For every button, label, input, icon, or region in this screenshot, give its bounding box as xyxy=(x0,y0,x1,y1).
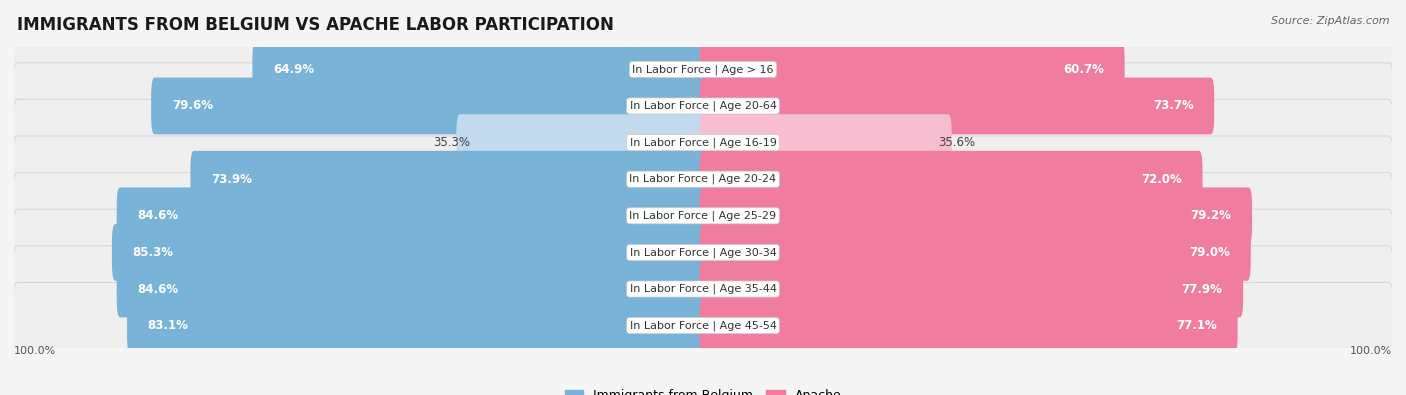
FancyBboxPatch shape xyxy=(13,136,1393,222)
Text: 35.3%: 35.3% xyxy=(433,136,470,149)
FancyBboxPatch shape xyxy=(700,114,952,171)
Text: 79.2%: 79.2% xyxy=(1191,209,1232,222)
Text: In Labor Force | Age 45-54: In Labor Force | Age 45-54 xyxy=(630,320,776,331)
Text: 79.6%: 79.6% xyxy=(172,100,212,113)
FancyBboxPatch shape xyxy=(117,188,706,244)
FancyBboxPatch shape xyxy=(127,297,706,354)
Text: 77.1%: 77.1% xyxy=(1177,319,1218,332)
Text: 84.6%: 84.6% xyxy=(138,209,179,222)
FancyBboxPatch shape xyxy=(253,41,706,98)
Text: In Labor Force | Age > 16: In Labor Force | Age > 16 xyxy=(633,64,773,75)
FancyBboxPatch shape xyxy=(13,282,1393,369)
Text: 83.1%: 83.1% xyxy=(148,319,188,332)
Text: In Labor Force | Age 30-34: In Labor Force | Age 30-34 xyxy=(630,247,776,258)
Text: 72.0%: 72.0% xyxy=(1142,173,1182,186)
Text: In Labor Force | Age 20-64: In Labor Force | Age 20-64 xyxy=(630,101,776,111)
FancyBboxPatch shape xyxy=(700,188,1253,244)
Text: 35.6%: 35.6% xyxy=(938,136,974,149)
Text: 84.6%: 84.6% xyxy=(138,282,179,295)
FancyBboxPatch shape xyxy=(117,261,706,318)
Text: 79.0%: 79.0% xyxy=(1189,246,1230,259)
FancyBboxPatch shape xyxy=(13,63,1393,149)
FancyBboxPatch shape xyxy=(190,151,706,207)
FancyBboxPatch shape xyxy=(13,209,1393,295)
FancyBboxPatch shape xyxy=(13,246,1393,332)
Text: In Labor Force | Age 35-44: In Labor Force | Age 35-44 xyxy=(630,284,776,294)
Text: In Labor Force | Age 20-24: In Labor Force | Age 20-24 xyxy=(630,174,776,184)
FancyBboxPatch shape xyxy=(700,261,1243,318)
Text: 85.3%: 85.3% xyxy=(132,246,173,259)
FancyBboxPatch shape xyxy=(700,151,1202,207)
Text: 100.0%: 100.0% xyxy=(14,346,56,356)
FancyBboxPatch shape xyxy=(700,77,1215,134)
Text: IMMIGRANTS FROM BELGIUM VS APACHE LABOR PARTICIPATION: IMMIGRANTS FROM BELGIUM VS APACHE LABOR … xyxy=(17,16,614,34)
Text: 73.9%: 73.9% xyxy=(211,173,252,186)
FancyBboxPatch shape xyxy=(457,114,706,171)
FancyBboxPatch shape xyxy=(700,224,1251,281)
Text: In Labor Force | Age 16-19: In Labor Force | Age 16-19 xyxy=(630,137,776,148)
Text: 60.7%: 60.7% xyxy=(1063,63,1104,76)
Text: 100.0%: 100.0% xyxy=(1350,346,1392,356)
FancyBboxPatch shape xyxy=(700,41,1125,98)
Text: 64.9%: 64.9% xyxy=(273,63,314,76)
FancyBboxPatch shape xyxy=(152,77,706,134)
FancyBboxPatch shape xyxy=(13,100,1393,186)
FancyBboxPatch shape xyxy=(112,224,706,281)
Text: 73.7%: 73.7% xyxy=(1153,100,1194,113)
FancyBboxPatch shape xyxy=(700,297,1237,354)
Text: 77.9%: 77.9% xyxy=(1181,282,1222,295)
Text: In Labor Force | Age 25-29: In Labor Force | Age 25-29 xyxy=(630,211,776,221)
Legend: Immigrants from Belgium, Apache: Immigrants from Belgium, Apache xyxy=(560,384,846,395)
FancyBboxPatch shape xyxy=(13,26,1393,113)
FancyBboxPatch shape xyxy=(13,173,1393,259)
Text: Source: ZipAtlas.com: Source: ZipAtlas.com xyxy=(1271,16,1389,26)
